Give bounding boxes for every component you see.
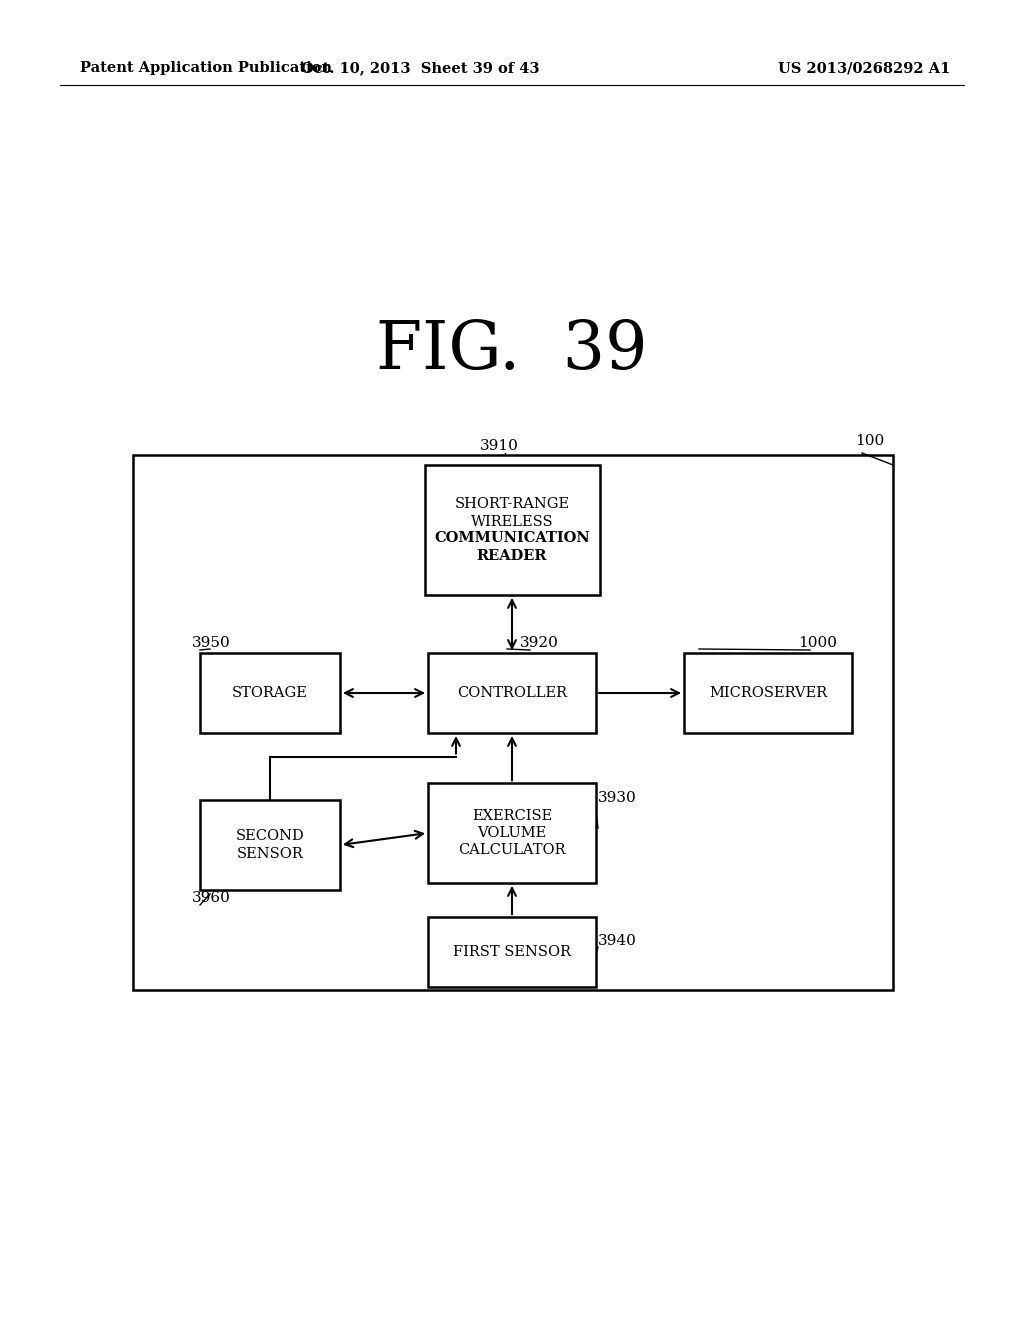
Text: 3910: 3910 (480, 440, 519, 453)
Text: FIRST SENSOR: FIRST SENSOR (453, 945, 571, 960)
Text: 3920: 3920 (520, 636, 559, 649)
Text: Oct. 10, 2013  Sheet 39 of 43: Oct. 10, 2013 Sheet 39 of 43 (301, 61, 540, 75)
Bar (684, 653, 852, 733)
Bar (428, 783, 596, 883)
Text: WIRELESS: WIRELESS (471, 515, 553, 528)
Text: CONTROLLER: CONTROLLER (457, 686, 567, 700)
Bar (428, 917, 596, 987)
Text: 3940: 3940 (598, 935, 637, 948)
Text: STORAGE: STORAGE (232, 686, 308, 700)
Text: 100: 100 (855, 434, 885, 447)
Bar (200, 800, 340, 890)
Text: Patent Application Publication: Patent Application Publication (80, 61, 332, 75)
Text: 3930: 3930 (598, 791, 637, 805)
Text: 1000: 1000 (798, 636, 837, 649)
Text: SECOND: SECOND (236, 829, 304, 843)
Bar (428, 653, 596, 733)
Text: SHORT-RANGE: SHORT-RANGE (455, 498, 569, 511)
Text: US 2013/0268292 A1: US 2013/0268292 A1 (777, 61, 950, 75)
Bar (133, 455, 893, 990)
Text: READER: READER (477, 549, 547, 562)
Text: COMMUNICATION: COMMUNICATION (434, 532, 590, 545)
Text: SENSOR: SENSOR (237, 846, 303, 861)
Text: FIG.  39: FIG. 39 (376, 317, 648, 383)
Text: MICROSERVER: MICROSERVER (709, 686, 827, 700)
Text: VOLUME: VOLUME (477, 826, 547, 840)
Bar (200, 653, 340, 733)
Text: EXERCISE: EXERCISE (472, 809, 552, 822)
Text: CALCULATOR: CALCULATOR (459, 843, 565, 857)
Text: 3950: 3950 (193, 636, 230, 649)
Bar (425, 465, 599, 595)
Text: 3960: 3960 (193, 891, 230, 906)
